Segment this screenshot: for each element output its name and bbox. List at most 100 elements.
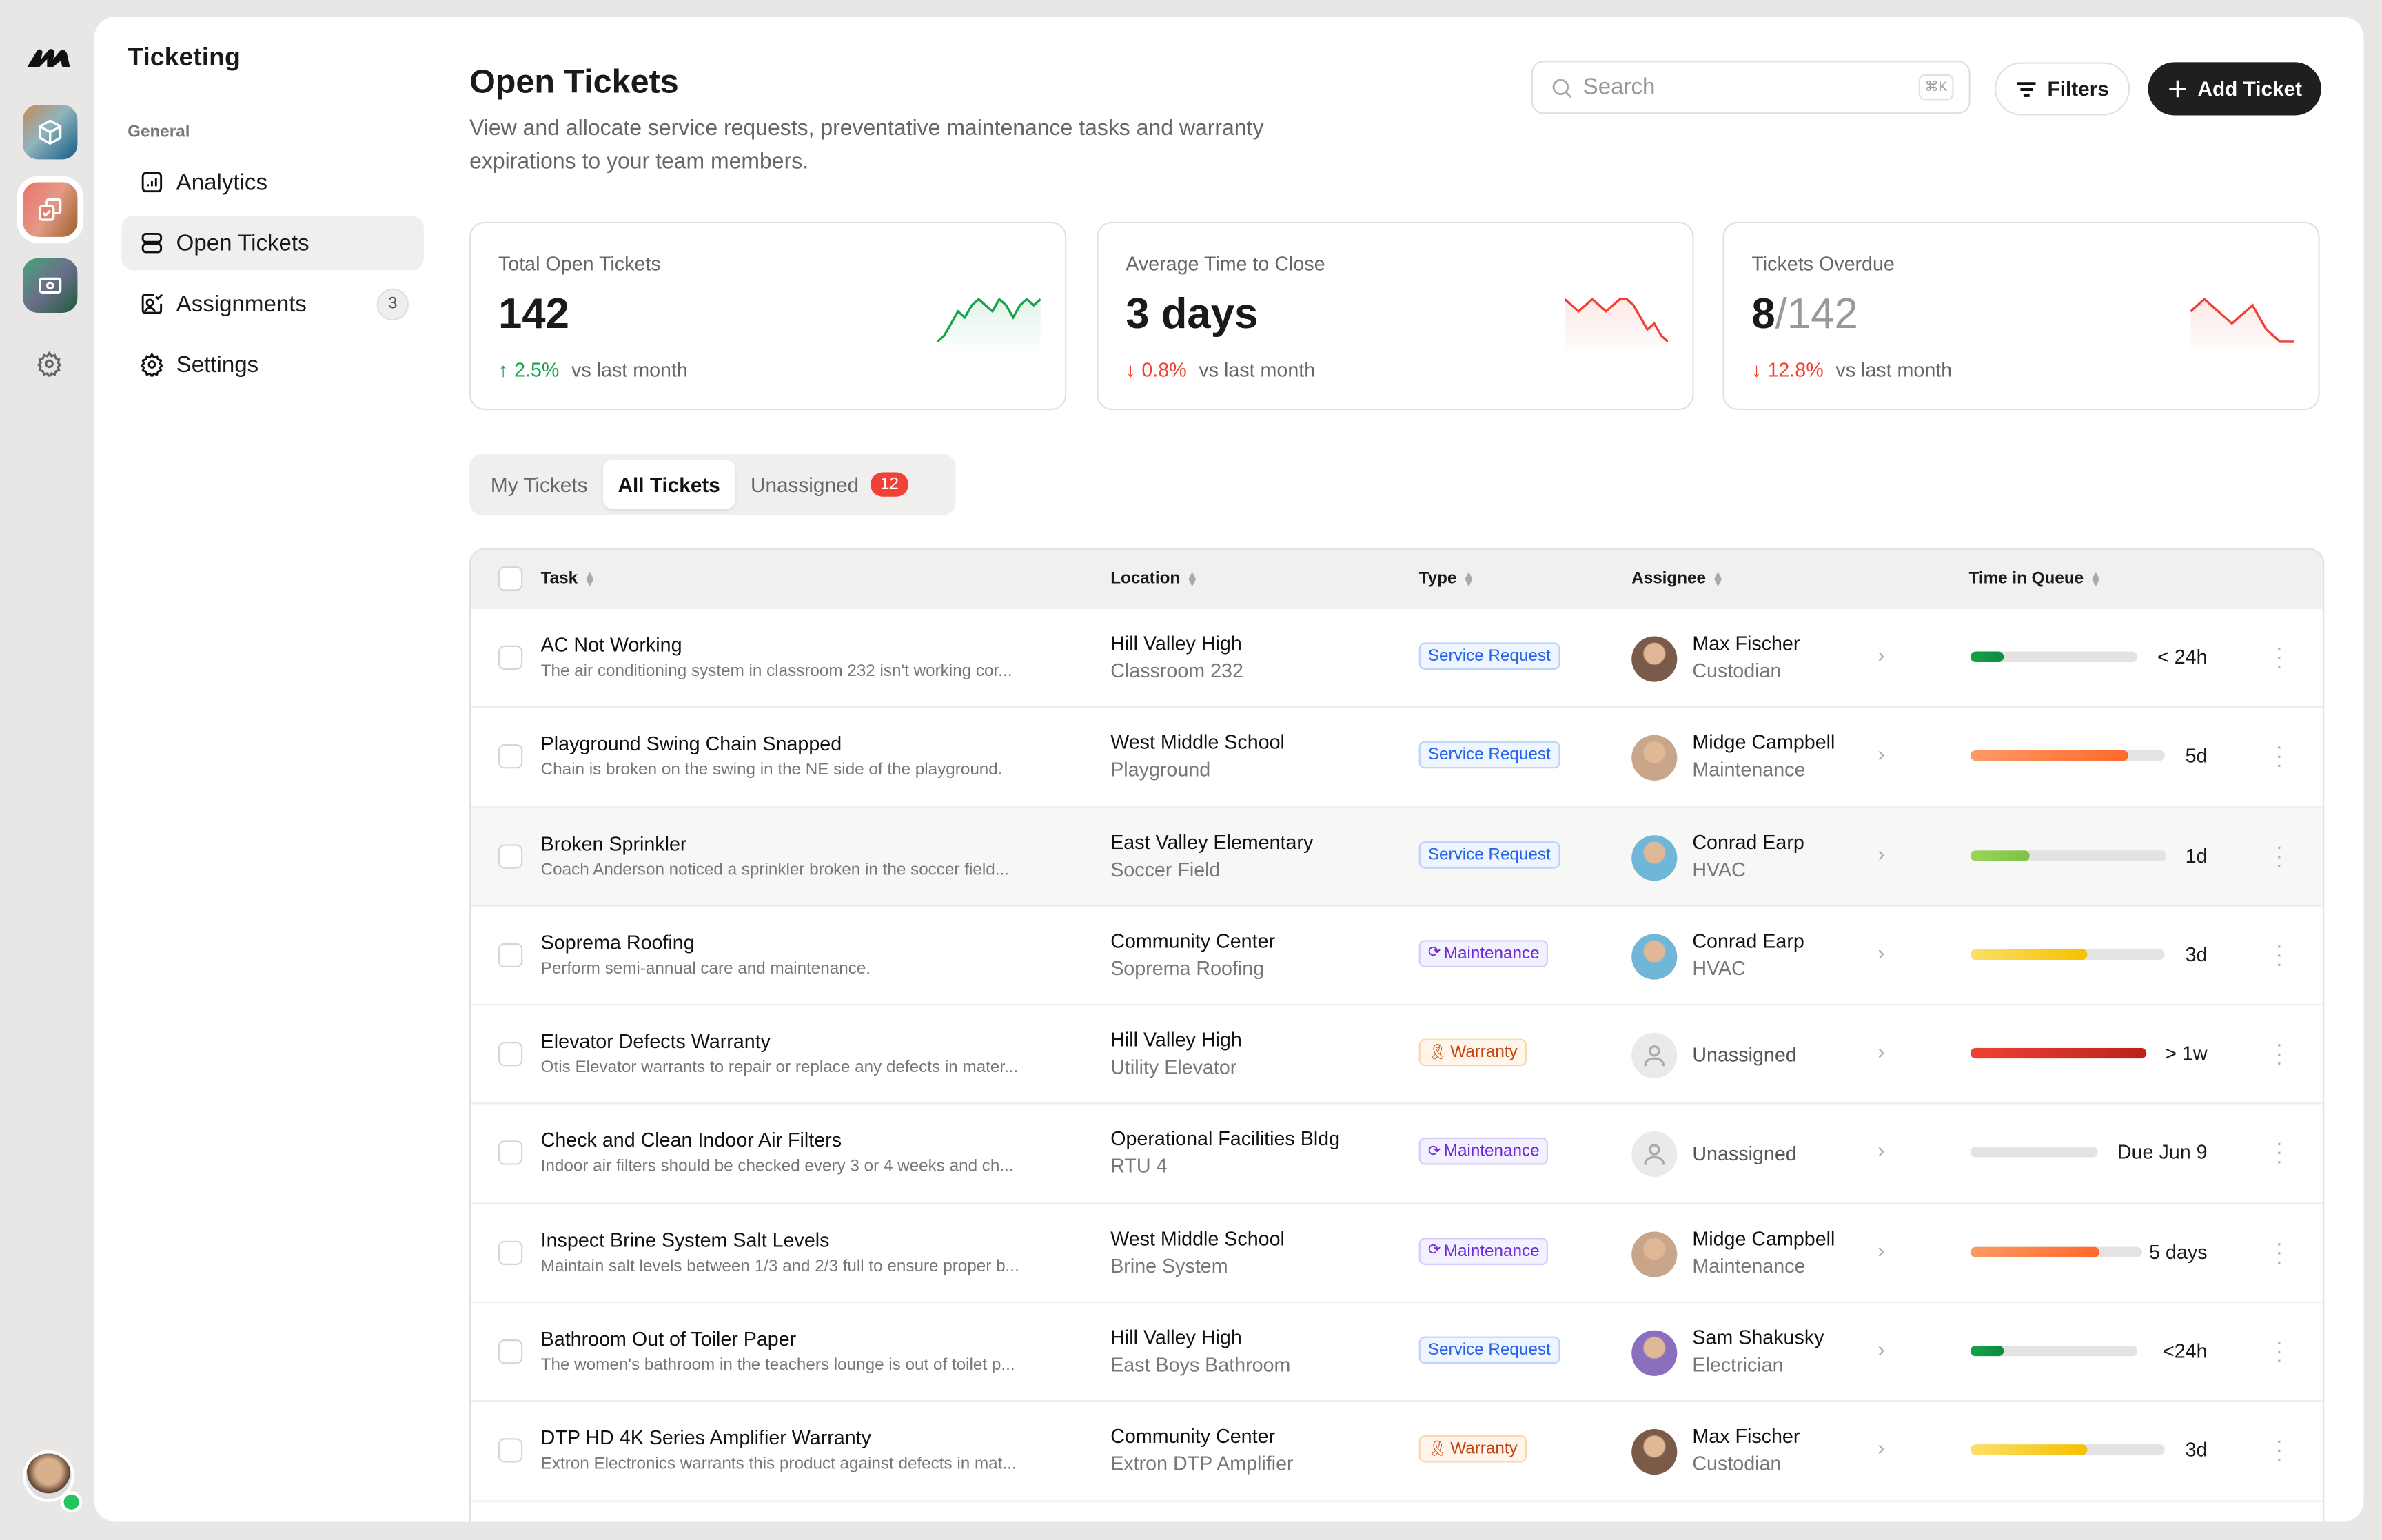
stat-card[interactable]: Total Open Tickets 142 ↑ 2.5% vs last mont… [469, 221, 1067, 411]
select-all-checkbox[interactable] [498, 566, 523, 591]
chart-icon [141, 172, 163, 193]
table-row[interactable]: AC Not Working The air conditioning syst… [471, 607, 2323, 707]
type-label: Warranty [1450, 1440, 1518, 1459]
location-detail: Classroom 232 [1110, 659, 1243, 682]
chevron-right-icon[interactable]: › [1877, 1435, 1885, 1460]
row-checkbox[interactable] [498, 1439, 523, 1464]
table-row[interactable]: Elevator Defects Warranty Otis Elevator … [471, 1004, 2323, 1103]
tab-my-tickets[interactable]: My Tickets [476, 460, 603, 509]
sidebar-item-label: Assignments [176, 291, 307, 317]
table-row[interactable]: Broken Sprinkler Coach Anderson noticed … [471, 805, 2323, 905]
stat-change-value: 2.5% [514, 358, 560, 382]
search-input[interactable]: Search ⌘K [1531, 61, 1971, 114]
row-checkbox[interactable] [498, 1042, 523, 1067]
queue-time: 1d [2185, 843, 2208, 867]
column-assignee[interactable]: Assignee ▲ ▼ [1631, 568, 1724, 590]
more-options-icon[interactable]: · · · [2275, 1031, 2283, 1074]
more-options-icon[interactable]: · · · [2275, 1130, 2283, 1173]
row-checkbox[interactable] [498, 744, 523, 769]
chevron-right-icon[interactable]: › [1877, 741, 1885, 766]
sort-icon: ▲ ▼ [1711, 568, 1724, 590]
column-time-in-queue[interactable]: Time in Queue ▲ ▼ [1969, 568, 2102, 588]
stat-card[interactable]: Average Time to Close 3 days ↓ 0.8% vs las… [1097, 221, 1694, 411]
search-shortcut: ⌘K [1918, 74, 1954, 101]
more-options-icon[interactable]: · · · [2275, 932, 2283, 975]
assignee-role: Custodian [1692, 1452, 1782, 1476]
table-row[interactable] [471, 1499, 2323, 1522]
location-name: East Valley Elementary [1110, 830, 1314, 853]
queue-progress-fill [1970, 949, 2087, 960]
type-label: Maintenance [1443, 1242, 1540, 1260]
table-row[interactable]: Playground Swing Chain Snapped Chain is … [471, 706, 2323, 806]
column-location[interactable]: Location ▲ ▼ [1110, 568, 1198, 588]
stat-change: ↓ 12.8% vs last month [1751, 358, 1952, 381]
chevron-right-icon[interactable]: › [1877, 940, 1885, 965]
unassigned-avatar [1631, 1132, 1678, 1178]
assignee-avatar [1631, 1330, 1678, 1377]
more-options-icon[interactable]: · · · [2275, 1229, 2283, 1273]
table-row[interactable]: Inspect Brine System Salt Levels Maintai… [471, 1202, 2323, 1302]
assignee-name: Max Fischer [1692, 1425, 1800, 1448]
assignee-avatar [1631, 1429, 1678, 1476]
row-checkbox[interactable] [498, 1339, 523, 1364]
user-avatar[interactable] [23, 1450, 75, 1502]
chevron-right-icon[interactable]: › [1877, 1138, 1885, 1163]
ribbon-icon: 🎗 [1427, 1441, 1447, 1458]
more-options-icon[interactable]: · · · [2275, 833, 2283, 876]
sparkline [2190, 298, 2294, 357]
row-checkbox[interactable] [498, 943, 523, 967]
assignee-role: Maintenance [1692, 758, 1806, 781]
location-detail: Extron DTP Amplifier [1110, 1452, 1294, 1476]
chevron-right-icon[interactable]: › [1877, 1336, 1885, 1362]
column-type[interactable]: Type ▲ ▼ [1419, 568, 1475, 588]
filters-button[interactable]: Filters [1994, 62, 2130, 116]
more-options-icon[interactable]: · · · [2275, 734, 2283, 777]
sparkline-area [937, 299, 1041, 357]
table-row[interactable]: Bathroom Out of Toiler Paper The women's… [471, 1302, 2323, 1401]
rail-app-ticketing[interactable] [23, 182, 78, 237]
sidebar-item-analytics[interactable]: Analytics [121, 155, 424, 209]
table-row[interactable]: Check and Clean Indoor Air Filters Indoo… [471, 1103, 2323, 1202]
table-row[interactable]: DTP HD 4K Series Amplifier Warranty Extr… [471, 1401, 2323, 1500]
assignee-role: HVAC [1692, 956, 1746, 980]
chevron-right-icon[interactable]: › [1877, 642, 1885, 667]
stat-card[interactable]: Tickets Overdue 8/142 ↓ 12.8% vs last mont… [1722, 221, 2320, 411]
rail-app-finance[interactable] [23, 258, 78, 314]
table-row[interactable]: Soprema Roofing Perform semi-annual care… [471, 905, 2323, 1004]
sidebar-item-open-tickets[interactable]: Open Tickets [121, 215, 424, 271]
assignee-role: Electrician [1692, 1353, 1784, 1377]
queue-progress-fill [1970, 1346, 2004, 1357]
chevron-right-icon[interactable]: › [1877, 1237, 1885, 1262]
rail-app-inventory[interactable] [23, 105, 78, 160]
location-detail: Playground [1110, 758, 1211, 781]
gear-icon[interactable] [37, 351, 62, 377]
task-description: Chain is broken on the swing in the NE s… [540, 761, 1003, 780]
sidebar-item-settings[interactable]: Settings [121, 337, 424, 391]
chevron-right-icon[interactable]: › [1877, 1039, 1885, 1064]
task-description: Maintain salt levels between 1/3 and 2/3… [540, 1257, 1019, 1275]
more-options-icon[interactable]: · · · [2275, 635, 2283, 678]
assignee-avatar [1631, 934, 1678, 980]
queue-time: < 24h [2157, 645, 2208, 668]
location-detail: RTU 4 [1110, 1155, 1168, 1178]
sparkline-line [2190, 298, 2294, 343]
chevron-right-icon[interactable]: › [1877, 841, 1885, 865]
tab-label: Unassigned [750, 473, 859, 496]
cube-icon [39, 119, 62, 145]
sort-icon: ▲ ▼ [583, 568, 596, 590]
stat-change-suffix: vs last month [1199, 358, 1316, 382]
row-checkbox[interactable] [498, 1240, 523, 1265]
more-options-icon[interactable]: · · · [2275, 1328, 2283, 1372]
tab-all-tickets[interactable]: All Tickets [602, 460, 735, 509]
row-checkbox[interactable] [498, 1141, 523, 1166]
sidebar-item-assignments[interactable]: Assignments 3 [121, 276, 424, 331]
row-checkbox[interactable] [498, 645, 523, 670]
row-checkbox[interactable] [498, 843, 523, 868]
tab-unassigned[interactable]: Unassigned 12 [735, 460, 923, 509]
refresh-icon: ⟳ [1427, 1242, 1441, 1260]
more-options-icon[interactable]: · · · [2275, 1428, 2283, 1471]
add-ticket-button[interactable]: Add Ticket [2148, 62, 2321, 116]
column-task[interactable]: Task ▲ ▼ [541, 568, 596, 590]
column-label: Assignee [1631, 569, 1707, 588]
task-title: AC Not Working [540, 633, 682, 657]
